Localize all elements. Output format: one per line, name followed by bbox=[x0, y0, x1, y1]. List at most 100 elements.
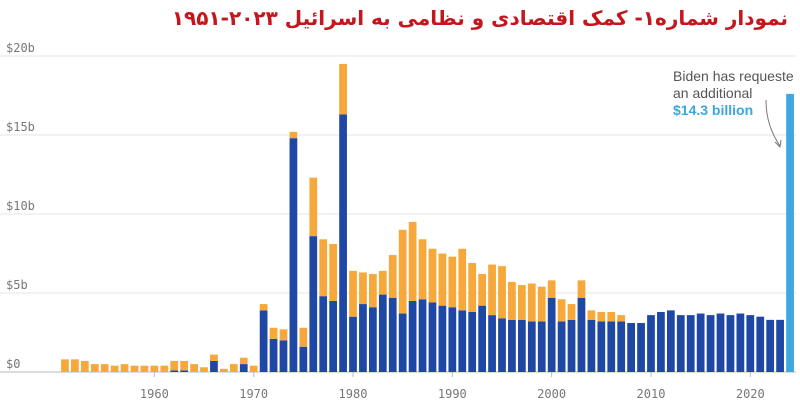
bar-military bbox=[498, 318, 506, 372]
bar-military bbox=[587, 319, 596, 372]
bar-military bbox=[617, 321, 626, 372]
bar-military bbox=[597, 321, 606, 372]
bar-economic bbox=[428, 248, 437, 303]
bar-economic bbox=[557, 299, 566, 322]
bar-economic bbox=[200, 367, 208, 372]
bar-military bbox=[329, 300, 338, 372]
bar-military bbox=[706, 315, 715, 372]
bar-economic bbox=[289, 131, 298, 139]
bar-military bbox=[299, 346, 308, 372]
bar-economic bbox=[120, 364, 129, 372]
bar-military bbox=[349, 316, 357, 372]
bar-military bbox=[359, 304, 367, 372]
bar-economic bbox=[140, 365, 149, 372]
bar-economic bbox=[249, 365, 258, 372]
bar-military bbox=[468, 311, 477, 372]
bar-military bbox=[488, 315, 496, 372]
bar-economic bbox=[150, 365, 159, 372]
bar-military bbox=[766, 319, 775, 372]
bar-military bbox=[637, 323, 645, 372]
bar-military bbox=[180, 370, 189, 372]
bar-economic bbox=[239, 357, 248, 365]
bar-military bbox=[458, 310, 467, 372]
bar-economic bbox=[508, 281, 516, 320]
bar-military bbox=[369, 307, 377, 372]
x-tick-label: 2010 bbox=[637, 387, 666, 401]
bar-military bbox=[239, 364, 248, 372]
bar-economic bbox=[527, 283, 536, 322]
bar-military bbox=[676, 315, 685, 372]
bar-economic bbox=[110, 365, 119, 372]
bar-economic bbox=[339, 63, 347, 115]
bar-economic bbox=[537, 286, 546, 322]
bar-military bbox=[170, 370, 179, 372]
annotation-line-1: Biden has requeste bbox=[673, 68, 794, 84]
bar-military bbox=[557, 321, 566, 372]
bar-military bbox=[210, 360, 218, 372]
bar-economic bbox=[229, 364, 238, 372]
annotation-highlight: $14.3 billion bbox=[673, 102, 754, 118]
bar-military bbox=[378, 294, 387, 372]
bar-military bbox=[448, 307, 457, 372]
bar-military bbox=[577, 297, 586, 372]
bar-military bbox=[319, 296, 328, 372]
axis-ticks: $0 $5b $10b $15b $20b 1960 1970 1980 1990 2000 201… bbox=[6, 41, 765, 401]
bar-military bbox=[537, 321, 546, 372]
bar-economic bbox=[468, 262, 477, 312]
bar-economic bbox=[369, 274, 377, 308]
bar-economic bbox=[259, 304, 268, 311]
bar-economic bbox=[220, 368, 228, 372]
bar-economic bbox=[547, 280, 556, 298]
bar-military bbox=[309, 236, 318, 372]
x-tick-label: 1980 bbox=[339, 387, 368, 401]
bar-military bbox=[547, 297, 556, 372]
y-tick-label: $20b bbox=[6, 41, 35, 55]
bar-military bbox=[508, 319, 516, 372]
bar-economic bbox=[269, 327, 278, 339]
bar-economic bbox=[587, 310, 596, 320]
bar-economic bbox=[418, 239, 427, 300]
bar-economic bbox=[319, 239, 328, 297]
bar-military bbox=[756, 316, 765, 372]
bar-economic bbox=[130, 365, 139, 372]
bar-military bbox=[279, 340, 288, 372]
annotation-line-2: an additional bbox=[673, 85, 753, 101]
bar-military bbox=[716, 313, 725, 372]
bar-economic bbox=[100, 364, 109, 372]
bar-economic bbox=[458, 248, 467, 311]
bar-economic bbox=[359, 272, 367, 305]
chart-title: نمودار شماره۱- کمک اقتصادی و نظامی به اس… bbox=[171, 6, 788, 30]
bar-military bbox=[527, 321, 536, 372]
bar-military bbox=[627, 323, 635, 372]
bar-requested bbox=[786, 93, 794, 373]
annotation-text: Biden has requeste an additional $14.3 b… bbox=[673, 68, 795, 119]
bar-military bbox=[289, 138, 298, 372]
bar-economic bbox=[388, 255, 397, 298]
bar-economic bbox=[210, 354, 218, 361]
bar-economic bbox=[180, 360, 189, 371]
x-tick-label: 1970 bbox=[239, 387, 268, 401]
x-tick-label: 1990 bbox=[438, 387, 467, 401]
bar-military bbox=[388, 297, 397, 372]
bar-economic bbox=[617, 315, 626, 322]
bar-military bbox=[339, 114, 347, 373]
annotation-arrowhead bbox=[774, 139, 782, 149]
bar-military bbox=[696, 313, 705, 372]
bar-economic bbox=[498, 266, 506, 319]
bar-military bbox=[428, 302, 437, 372]
bar-economic bbox=[378, 270, 387, 295]
bar-economic bbox=[567, 304, 576, 320]
bar-military bbox=[269, 338, 278, 372]
bar-economic bbox=[160, 365, 169, 372]
bar-economic bbox=[478, 274, 487, 306]
bar-economic bbox=[349, 270, 357, 317]
bar-economic bbox=[90, 364, 99, 372]
bar-economic bbox=[398, 229, 407, 314]
bar-military bbox=[657, 311, 665, 372]
bar-military bbox=[408, 300, 417, 372]
bar-military bbox=[647, 315, 655, 372]
bar-economic bbox=[61, 359, 69, 372]
annotation-arrow bbox=[765, 99, 781, 147]
x-tick-label: 2000 bbox=[537, 387, 566, 401]
